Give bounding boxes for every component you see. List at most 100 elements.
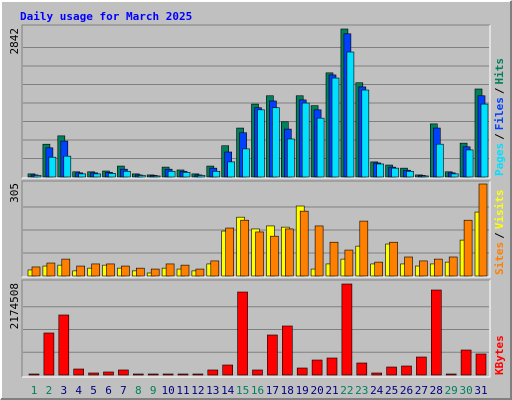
bar: [61, 258, 71, 277]
bar: [286, 138, 295, 178]
x-tick-label: 25: [385, 384, 398, 397]
x-tick-label: 1: [31, 384, 38, 397]
x-tick-label: 29: [445, 384, 458, 397]
x-tick-label: 24: [370, 384, 384, 397]
x-tick-label: 26: [400, 384, 413, 397]
bar: [225, 227, 234, 277]
legend-entry: Hits: [493, 58, 506, 85]
y-tick-label: 305: [8, 183, 21, 203]
bar: [195, 268, 205, 277]
bar: [272, 107, 280, 178]
bar: [448, 256, 458, 277]
bar: [136, 267, 145, 277]
bar: [465, 149, 474, 178]
bar: [91, 263, 100, 277]
legend-separator: /: [493, 87, 506, 94]
bar: [28, 373, 40, 376]
bar: [93, 173, 101, 178]
bar: [33, 175, 42, 178]
bar: [180, 264, 190, 277]
bar: [106, 263, 115, 277]
bar: [281, 325, 293, 376]
x-tick-label: 28: [430, 384, 443, 397]
bar: [346, 51, 355, 178]
bar: [212, 170, 221, 178]
x-tick-label: 14: [221, 384, 235, 397]
bar: [197, 175, 206, 178]
bar: [182, 172, 191, 178]
bar: [192, 373, 204, 376]
legend-entry: Visits: [493, 190, 506, 230]
bar: [419, 260, 428, 277]
bar: [356, 362, 368, 376]
x-tick-label: 19: [296, 384, 309, 397]
bar: [376, 163, 385, 178]
plot-border-light: [22, 25, 491, 179]
plot-area: [22, 280, 490, 377]
legend-separator: /: [493, 232, 506, 239]
bar: [406, 170, 414, 178]
x-tick-label: 16: [251, 384, 264, 397]
plot-border-dark: [21, 24, 490, 178]
bar: [270, 235, 279, 277]
bar: [227, 161, 235, 178]
x-tick-label: 11: [176, 384, 189, 397]
bar: [478, 183, 488, 277]
x-tick-label: 10: [161, 384, 174, 397]
bar: [48, 156, 57, 178]
x-tick-label: 6: [105, 384, 112, 397]
bar: [222, 364, 233, 376]
bar: [435, 143, 444, 178]
bar: [46, 262, 56, 277]
bar: [133, 373, 144, 376]
bar: [460, 349, 472, 376]
chart-title: Daily usage for March 2025: [20, 10, 192, 23]
bar: [165, 263, 175, 277]
bar: [242, 148, 250, 178]
legend-entry: Pages: [493, 143, 506, 176]
bar: [147, 373, 159, 376]
bar: [331, 77, 340, 178]
bar: [207, 369, 219, 376]
bar: [58, 314, 70, 376]
bar: [421, 175, 429, 178]
x-tick-label: 13: [206, 384, 219, 397]
x-tick-label: 2: [46, 384, 53, 397]
bar: [73, 368, 84, 376]
x-tick-label: 20: [310, 384, 323, 397]
bar: [257, 109, 265, 178]
x-tick-label: 15: [236, 384, 249, 397]
bar: [123, 170, 131, 178]
bar: [63, 155, 72, 178]
x-tick-label: 3: [60, 384, 67, 397]
bar: [237, 291, 248, 376]
x-tick-label: 17: [266, 384, 279, 397]
bar: [88, 372, 99, 376]
bar: [121, 265, 130, 277]
bar: [108, 173, 116, 178]
plot-border-dark: [21, 279, 490, 377]
x-tick-label: 7: [120, 384, 127, 397]
bar: [475, 353, 487, 376]
bar: [430, 289, 442, 376]
bar: [433, 258, 443, 277]
x-tick-label: 21: [325, 384, 338, 397]
bar: [210, 260, 220, 277]
bar: [152, 175, 161, 178]
bar: [296, 367, 308, 376]
bar: [389, 241, 398, 277]
bar: [371, 372, 383, 376]
bar: [103, 371, 114, 376]
bar: [326, 357, 338, 376]
bar: [138, 175, 146, 178]
bar: [329, 241, 339, 277]
bar: [267, 334, 278, 376]
bar: [301, 102, 310, 178]
bar: [255, 231, 264, 277]
plot-border-dark: [21, 180, 490, 277]
bar: [31, 266, 41, 277]
bar: [284, 228, 294, 277]
bar: [167, 170, 176, 178]
bar: [76, 265, 85, 277]
